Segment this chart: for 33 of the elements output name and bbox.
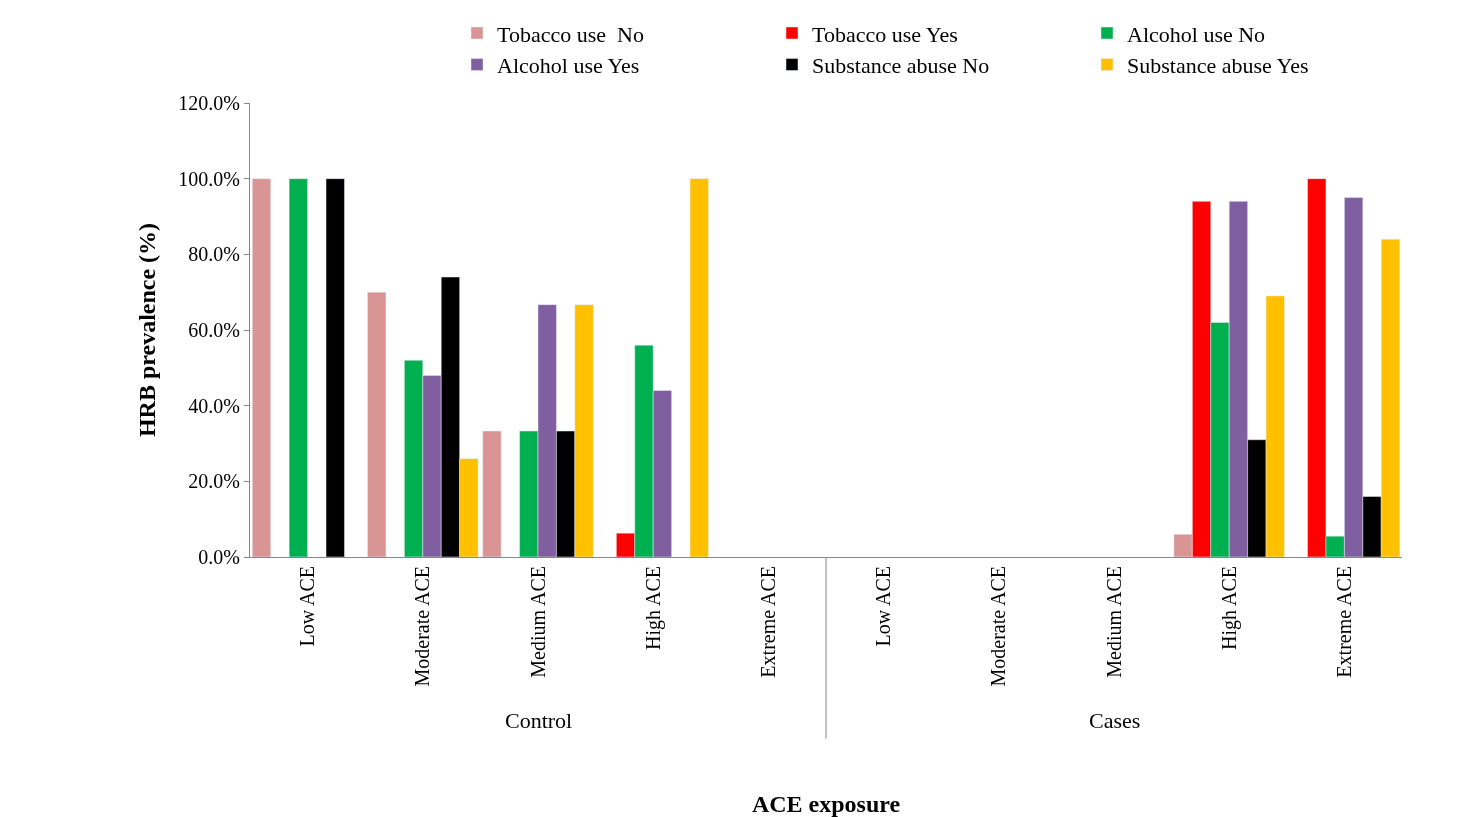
legend-label: Tobacco use No xyxy=(497,21,644,47)
legend-label: Tobacco use Yes xyxy=(812,21,958,47)
bar xyxy=(482,430,502,557)
bar xyxy=(689,178,709,557)
y-tick-label: 40.0% xyxy=(188,394,240,417)
legend-label: Substance abuse Yes xyxy=(1127,53,1309,79)
x-tick-label: Low ACE xyxy=(872,566,895,647)
y-tick-label: 100.0% xyxy=(178,167,240,190)
x-tick-label: Moderate ACE xyxy=(987,566,1010,687)
legend-label: Alcohol use Yes xyxy=(497,53,640,79)
bar xyxy=(325,178,345,557)
x-tick-label: Moderate ACE xyxy=(411,566,434,687)
x-tick-label: High ACE xyxy=(641,566,665,650)
x-tick-label: Extreme ACE xyxy=(1332,566,1355,678)
legend-label: Alcohol use No xyxy=(1127,21,1266,47)
x-tick-label: Extreme ACE xyxy=(756,566,779,678)
x-tick-label: Medium ACE xyxy=(1102,566,1125,678)
y-tick-label: 80.0% xyxy=(188,243,240,266)
x-tick-label: High ACE xyxy=(1217,566,1241,650)
bar xyxy=(252,178,271,557)
y-axis-title: HRB prevalence (%) xyxy=(134,222,161,438)
y-tick-label: 120.0% xyxy=(178,92,240,114)
y-tick-label: 20.0% xyxy=(188,470,240,493)
text: Control xyxy=(505,708,573,733)
x-tick-label: Medium ACE xyxy=(526,566,549,678)
bar xyxy=(288,178,308,557)
x-axis-title: ACE exposure xyxy=(751,791,901,817)
bar xyxy=(367,291,387,557)
x-tick-label: Low ACE xyxy=(296,566,319,647)
y-tick-label: 0.0% xyxy=(198,546,240,568)
y-tick-label: 60.0% xyxy=(188,319,240,341)
text: Cases xyxy=(1089,708,1141,733)
legend-label: Substance abuse No xyxy=(812,53,990,79)
